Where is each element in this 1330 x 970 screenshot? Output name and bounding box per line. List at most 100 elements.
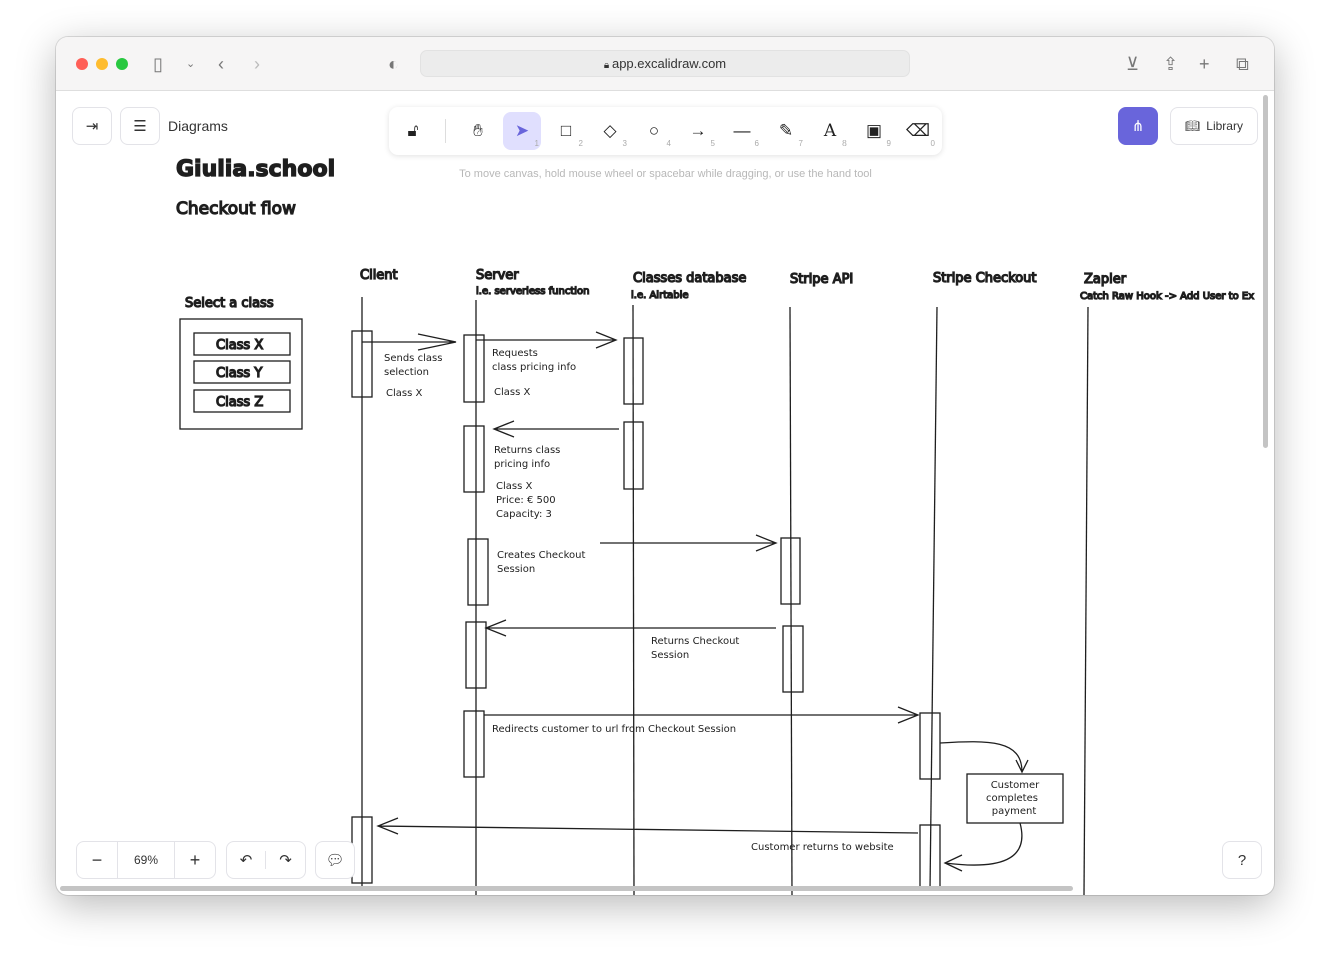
ellipse-icon[interactable]: ○ 4 [648, 121, 671, 148]
back-icon[interactable]: ‹ [218, 54, 224, 74]
msg-label: Class X [386, 388, 422, 399]
lane-stripe-api: Stripe API [790, 272, 853, 287]
msg-label: Requests [492, 348, 538, 359]
history-controls: ↶ ↷ [226, 841, 306, 879]
msg-label: payment [992, 806, 1037, 817]
drawing-title: Giulia.school [176, 157, 335, 182]
url-text: app.excalidraw.com [611, 56, 727, 71]
shield-icon[interactable]: ◐ [388, 54, 399, 74]
customer-payment-box [966, 773, 1064, 824]
browser-window: ▯ ⌄ ‹ › ◐ 🔒︎ app.excalidraw.com ⊻ ⇪ + ⧉ … [56, 37, 1274, 895]
diamond-icon[interactable]: ◇ 3 [603, 121, 627, 148]
msg-label: selection [384, 367, 429, 378]
lane-client: Client [360, 268, 398, 283]
lane-stripe-checkout: Stripe Checkout [933, 271, 1037, 286]
zoom-level[interactable]: 69% [117, 842, 175, 878]
dock-icon: ⇥ [85, 118, 99, 135]
msg-label: Customer returns to website [751, 842, 894, 853]
close-button[interactable] [76, 58, 88, 70]
eraser-icon[interactable]: ⌫ 0 [905, 121, 935, 148]
book-icon: 📖︎ [1185, 119, 1201, 133]
msg-label: completes [986, 793, 1038, 804]
lane-zapier-sub: Catch Raw Hook -> Add User to Ex [1080, 291, 1254, 302]
msg-label: Price: € 500 [496, 495, 556, 506]
lane-zapier: Zapier [1084, 272, 1127, 287]
drawing-subtitle: Checkout flow [176, 199, 296, 219]
msg-label: Customer [991, 780, 1040, 791]
forward-icon[interactable]: › [254, 54, 260, 74]
hamburger-icon: ☰ [133, 118, 147, 135]
library-label: Library [1206, 119, 1243, 133]
comment-icon: 💬︎ [325, 852, 345, 869]
canvas-hint: To move canvas, hold mouse wheel or spac… [459, 168, 872, 180]
file-name[interactable]: Diagrams [168, 118, 228, 134]
msg-label: Redirects customer to url from Checkout … [492, 724, 736, 735]
msg-label: Returns class [494, 445, 560, 456]
hand-icon[interactable]: ✋︎ [473, 121, 483, 140]
redo-button[interactable]: ↷ [279, 852, 292, 869]
vertical-scrollbar[interactable] [1263, 95, 1268, 448]
lane-database-sub: i.e. Airtable [631, 290, 689, 301]
zoom-controls: − 69% + [76, 841, 216, 879]
tabs-overview-icon[interactable]: ⧉ [1236, 54, 1249, 74]
class-picker-box [179, 318, 303, 430]
class-y-label: Class Y [216, 366, 262, 381]
chevron-down-icon[interactable]: ⌄ [186, 58, 196, 70]
lane-server-sub: i.e. serverless function [476, 286, 590, 297]
lock-tool-icon[interactable]: 🔓︎ [407, 121, 419, 140]
class-option [193, 332, 291, 356]
msg-label: Class X [494, 387, 530, 398]
zoom-in-button[interactable]: + [189, 849, 201, 870]
share-icon[interactable]: ⇪ [1163, 54, 1179, 74]
class-z-label: Class Z [216, 395, 263, 410]
class-x-label: Class X [216, 338, 263, 353]
toolbar-divider [445, 119, 446, 143]
msg-label: Session [497, 564, 535, 575]
selection-icon[interactable]: ➤ 1 [503, 112, 541, 150]
sidebar-toggle-button[interactable]: ⇥ [72, 107, 112, 145]
image-icon[interactable]: ▣ 9 [865, 121, 891, 148]
class-option [193, 389, 291, 413]
horizontal-scrollbar[interactable] [60, 886, 1073, 891]
excalidraw-canvas[interactable]: Giulia.school Checkout flow Select a cla… [56, 91, 1274, 895]
line-icon[interactable]: —6 [733, 121, 760, 148]
message-arrows [362, 331, 1029, 872]
message-labels: Sends class selection Class X Requests c… [384, 348, 1040, 853]
address-bar[interactable]: 🔒︎ app.excalidraw.com [420, 50, 910, 77]
comment-button[interactable]: 💬︎ [315, 841, 355, 879]
diagram[interactable]: Giulia.school Checkout flow Select a cla… [56, 91, 1274, 895]
share-icon: ⋔ [1131, 118, 1145, 135]
msg-label: Class X [496, 481, 532, 492]
activation-boxes [351, 330, 941, 891]
download-icon[interactable]: ⊻ [1126, 54, 1140, 74]
lock-icon: 🔒︎ [603, 60, 612, 71]
lane-database: Classes database [633, 271, 746, 286]
lifelines [361, 297, 1089, 895]
help-icon: ? [1237, 851, 1247, 869]
minimize-button[interactable] [96, 58, 108, 70]
msg-label: Capacity: 3 [496, 509, 552, 520]
rectangle-icon[interactable]: □ 2 [560, 121, 583, 148]
maximize-button[interactable] [116, 58, 128, 70]
undo-button[interactable]: ↶ [227, 851, 267, 869]
zoom-out-button[interactable]: − [91, 849, 103, 870]
arrow-icon[interactable]: → 5 [689, 121, 716, 148]
new-tab-icon[interactable]: + [1199, 54, 1210, 74]
library-button[interactable]: 📖︎ Library [1170, 107, 1258, 145]
msg-label: Returns Checkout [651, 636, 739, 647]
msg-label: Sends class [384, 353, 442, 364]
msg-label: class pricing info [492, 362, 576, 373]
class-option [193, 360, 291, 384]
share-button[interactable]: ⋔ [1118, 107, 1158, 145]
msg-label: Session [651, 650, 689, 661]
pencil-icon[interactable]: ✎ 7 [778, 121, 803, 148]
msg-label: Creates Checkout [497, 550, 585, 561]
help-button[interactable]: ? [1222, 841, 1262, 879]
lane-server: Server [476, 268, 519, 283]
select-label: Select a class [185, 296, 274, 311]
sidebar-toggle-icon[interactable]: ▯ [153, 54, 163, 74]
main-menu-button[interactable]: ☰ [120, 107, 160, 145]
msg-label: pricing info [494, 459, 550, 470]
